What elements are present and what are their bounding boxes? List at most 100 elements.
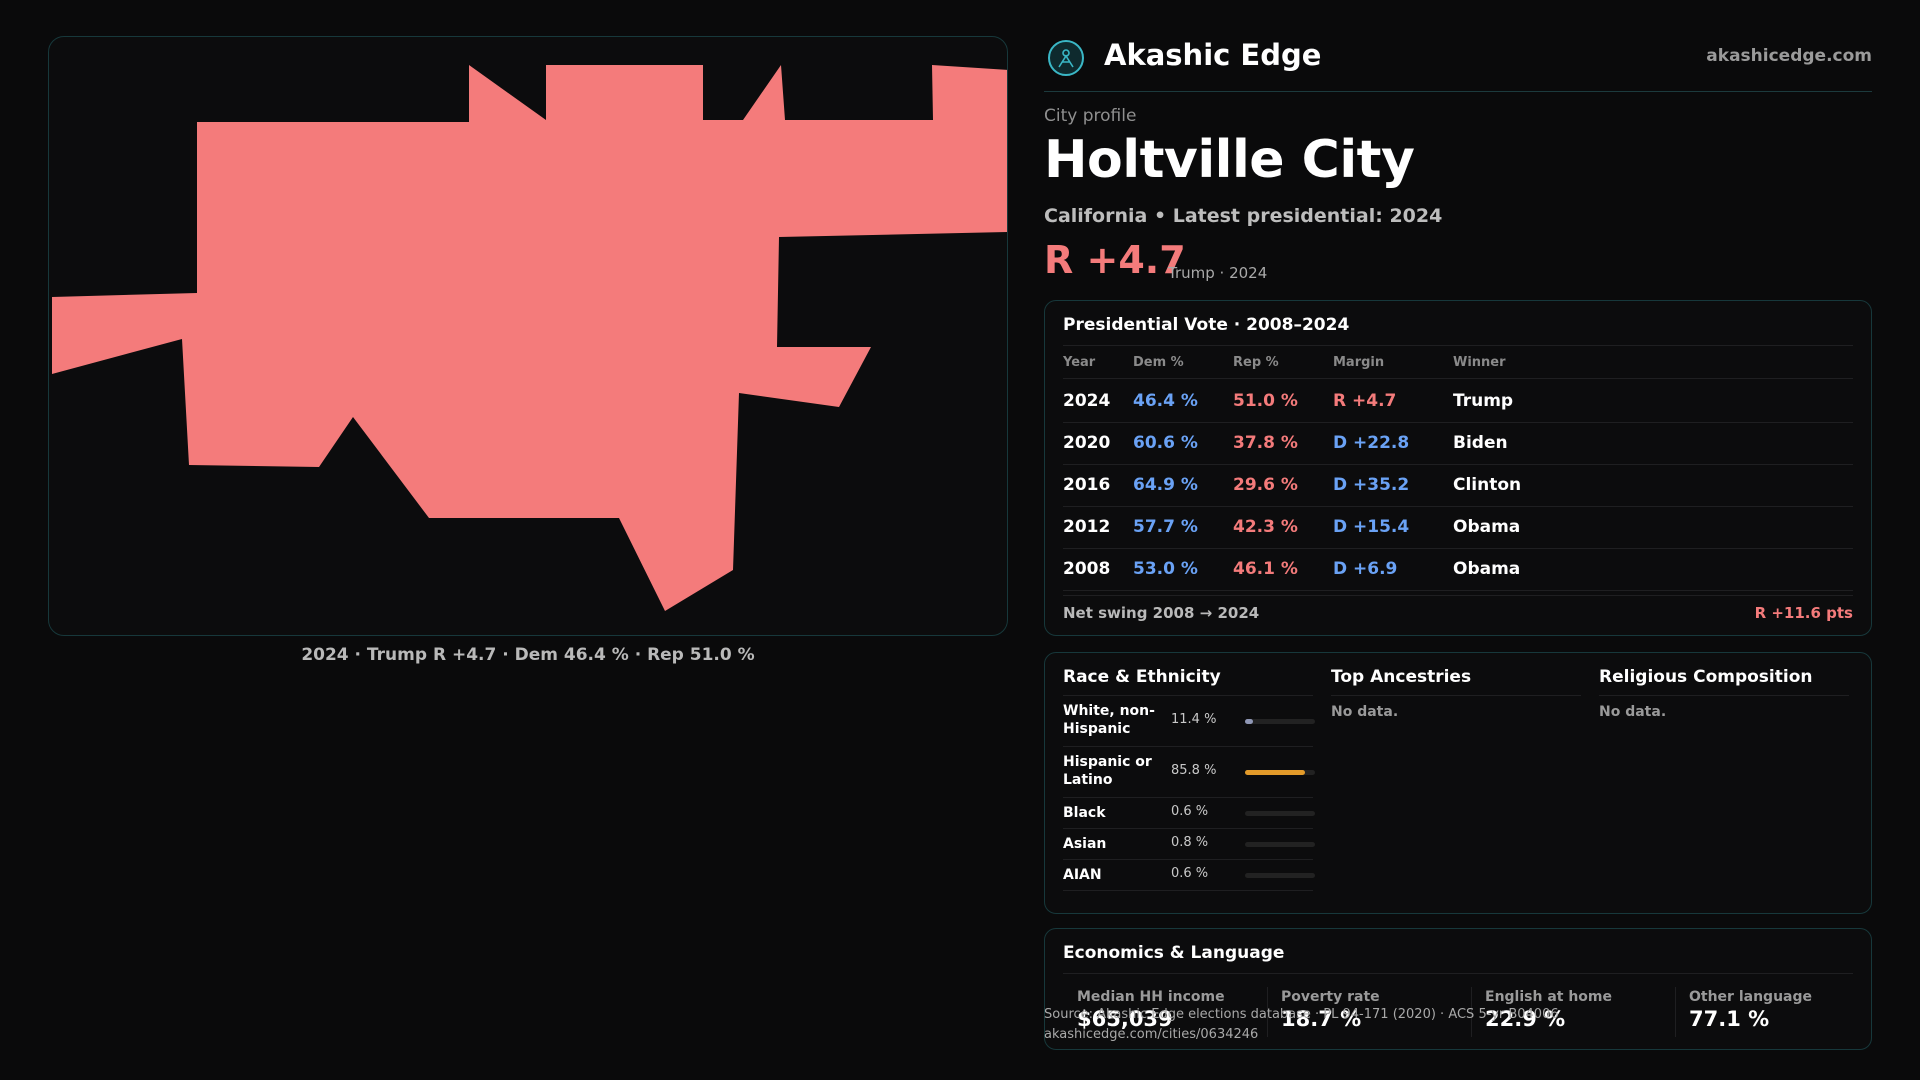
race-list: White, non-Hispanic 11.4 % Hispanic or Lat…	[1063, 696, 1315, 891]
economics-title: Economics & Language	[1063, 943, 1285, 963]
rep-pct-cell: 46.1 %	[1233, 559, 1298, 579]
winner-cell: Obama	[1453, 559, 1521, 579]
race-row: Black 0.6 %	[1063, 798, 1315, 829]
year-cell: 2020	[1063, 433, 1111, 453]
religion-section: Religious Composition No data.	[1599, 667, 1849, 720]
page-title: Holtville City	[1044, 130, 1415, 190]
page-subtitle: California • Latest presidential: 2024	[1044, 205, 1443, 227]
page-eyebrow: City profile	[1044, 106, 1137, 126]
race-row: AIAN 0.6 %	[1063, 860, 1315, 891]
econ-label: English at home	[1485, 989, 1613, 1005]
econ-english-at-home: English at home 22.9 %	[1485, 989, 1685, 1031]
race-bar-fill	[1245, 842, 1251, 847]
dem-pct-cell: 53.0 %	[1133, 559, 1198, 579]
winner-cell: Obama	[1453, 517, 1521, 537]
vote-table-row: 2012 57.7 % 42.3 % D +15.4 Obama	[1063, 507, 1853, 549]
margin-cell: D +6.9	[1333, 559, 1398, 579]
race-name: AIAN	[1063, 867, 1102, 883]
source-text: Source: Akashic Edge elections database …	[1044, 1007, 1559, 1022]
econ-value: 22.9 %	[1485, 1007, 1566, 1031]
year-cell: 2024	[1063, 391, 1111, 411]
akashic-logo-icon[interactable]	[1048, 40, 1084, 76]
econ-value: $65,039	[1077, 1007, 1173, 1031]
net-swing-label: Net swing 2008 → 2024	[1063, 604, 1260, 622]
rep-pct-cell: 29.6 %	[1233, 475, 1298, 495]
presidential-vote-card: Presidential Vote · 2008–2024 Year Dem %…	[1044, 300, 1872, 636]
divider	[1675, 987, 1676, 1037]
race-name: Asian	[1063, 836, 1107, 852]
winner-cell: Biden	[1453, 433, 1508, 453]
margin-cell: D +22.8	[1333, 433, 1410, 453]
rep-pct-cell: 37.8 %	[1233, 433, 1298, 453]
divider	[1471, 987, 1472, 1037]
rep-pct-cell: 42.3 %	[1233, 517, 1298, 537]
margin-cell: R +4.7	[1333, 391, 1397, 411]
race-percent: 0.6 %	[1171, 866, 1209, 881]
source-footnote: Source: Akashic Edge elections database …	[1044, 1005, 1559, 1045]
demographics-card: Race & Ethnicity White, non-Hispanic 11.4…	[1044, 652, 1872, 914]
map-caption: 2024 · Trump R +4.7 · Dem 46.4 % · Rep 5…	[301, 645, 755, 665]
vote-table-row: 2008 53.0 % 46.1 % D +6.9 Obama	[1063, 549, 1853, 591]
race-percent: 0.6 %	[1171, 804, 1209, 819]
race-bar-track	[1245, 873, 1315, 878]
race-bar-fill	[1245, 719, 1253, 724]
winner-cell: Clinton	[1453, 475, 1522, 495]
race-name: Hispanic or Latino	[1063, 754, 1152, 788]
net-swing-row: Net swing 2008 → 2024 R +11.6 pts	[1063, 595, 1853, 622]
brand-header: Akashic Edge akashicedge.com	[1044, 36, 1872, 92]
winner-cell: Trump	[1453, 391, 1514, 411]
race-bar-fill	[1245, 770, 1306, 775]
divider	[1063, 345, 1853, 346]
year-cell: 2012	[1063, 517, 1111, 537]
race-row: Asian 0.8 %	[1063, 829, 1315, 860]
margin-cell: D +15.4	[1333, 517, 1410, 537]
city-map[interactable]	[48, 36, 1008, 636]
column-header-winner: Winner	[1453, 355, 1506, 370]
column-header-year: Year	[1063, 355, 1096, 370]
city-boundary-shape[interactable]	[52, 65, 1008, 611]
econ-label: Poverty rate	[1281, 989, 1380, 1005]
econ-poverty-rate: Poverty rate 18.7 %	[1281, 989, 1481, 1031]
race-bar-track	[1245, 719, 1315, 724]
vote-card-title: Presidential Vote · 2008–2024	[1063, 315, 1350, 335]
econ-label: Other language	[1689, 989, 1812, 1005]
race-bar-track	[1245, 842, 1315, 847]
econ-median-income: Median HH income $65,039	[1077, 989, 1277, 1031]
race-bar-track	[1245, 770, 1315, 775]
religion-title: Religious Composition	[1599, 667, 1849, 696]
headline-margin-detail: Trump · 2024	[1168, 264, 1268, 282]
dem-pct-cell: 57.7 %	[1133, 517, 1198, 537]
source-url-link[interactable]: akashicedge.com/cities/0634246	[1044, 1027, 1259, 1042]
religion-empty-text: No data.	[1599, 704, 1667, 720]
race-ethnicity-title: Race & Ethnicity	[1063, 667, 1313, 696]
year-cell: 2016	[1063, 475, 1111, 495]
profile-panel: Akashic Edge akashicedge.com City profil…	[1044, 0, 1872, 1080]
econ-label: Median HH income	[1077, 989, 1225, 1005]
column-header-margin: Margin	[1333, 355, 1385, 370]
ancestries-empty-text: No data.	[1331, 704, 1399, 720]
brand-url-link[interactable]: akashicedge.com	[1706, 46, 1872, 66]
ancestries-title: Top Ancestries	[1331, 667, 1581, 696]
divider	[1267, 987, 1268, 1037]
race-bar-track	[1245, 811, 1315, 816]
race-bar-fill	[1245, 811, 1251, 816]
vote-table-row: 2016 64.9 % 29.6 % D +35.2 Clinton	[1063, 465, 1853, 507]
econ-value: 77.1 %	[1689, 1007, 1770, 1031]
vote-table-header: Year Dem % Rep % Margin Winner	[1063, 349, 1853, 379]
race-row: White, non-Hispanic 11.4 %	[1063, 696, 1315, 747]
margin-cell: D +35.2	[1333, 475, 1410, 495]
dem-pct-cell: 46.4 %	[1133, 391, 1198, 411]
ancestries-section: Top Ancestries No data.	[1331, 667, 1581, 720]
brand-name[interactable]: Akashic Edge	[1104, 38, 1322, 72]
headline-margin: R +4.7	[1044, 238, 1186, 282]
race-percent: 11.4 %	[1171, 712, 1217, 727]
economics-card: Economics & Language Median HH income $6…	[1044, 928, 1872, 1050]
race-percent: 85.8 %	[1171, 763, 1217, 778]
dem-pct-cell: 64.9 %	[1133, 475, 1198, 495]
vote-table-row: 2020 60.6 % 37.8 % D +22.8 Biden	[1063, 423, 1853, 465]
net-swing-value: R +11.6 pts	[1754, 604, 1853, 622]
rep-pct-cell: 51.0 %	[1233, 391, 1298, 411]
column-header-dem: Dem %	[1133, 355, 1184, 370]
vote-table-row: 2024 46.4 % 51.0 % R +4.7 Trump	[1063, 381, 1853, 423]
year-cell: 2008	[1063, 559, 1111, 579]
